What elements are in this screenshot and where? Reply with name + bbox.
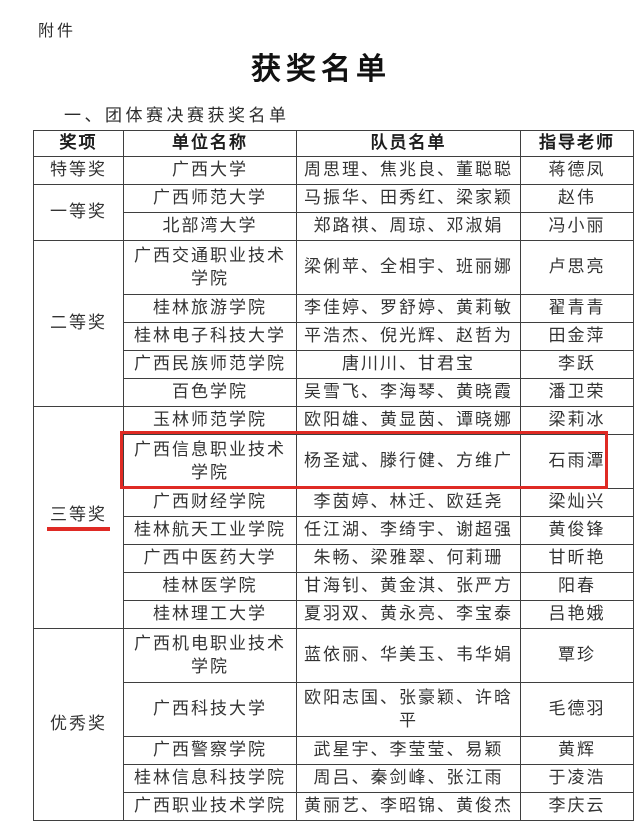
members-cell: 李茵婷、林迁、欧廷尧 xyxy=(296,488,521,517)
members-cell: 马振华、田秀红、梁家颖 xyxy=(296,184,521,213)
advisor-cell: 李跃 xyxy=(520,350,634,379)
advisor-cell: 石雨潭 xyxy=(520,434,634,489)
award-table: 奖项 单位名称 队员名单 指导老师 特等奖 广西大学 周思理、焦兆良、董聪聪 蒋德凤一… xyxy=(33,130,634,821)
table-row: 北部湾大学 郑路祺、周琼、邓淑娟 冯小丽 xyxy=(34,212,634,241)
org-cell: 桂林信息科技学院 xyxy=(123,764,297,793)
members-cell: 郑路祺、周琼、邓淑娟 xyxy=(296,212,521,241)
advisor-cell: 潘卫荣 xyxy=(520,378,634,407)
table-row: 桂林信息科技学院 周吕、秦剑峰、张江雨 于凌浩 xyxy=(34,764,634,793)
advisor-cell: 蒋德凤 xyxy=(520,156,634,185)
table-row: 广西中医药大学 朱畅、梁雅翠、何莉珊 甘昕艳 xyxy=(34,544,634,573)
org-cell: 桂林航天工业学院 xyxy=(123,516,297,545)
members-cell: 周吕、秦剑峰、张江雨 xyxy=(296,764,521,793)
members-cell: 武星宇、李莹莹、易颖 xyxy=(296,736,521,765)
advisor-cell: 黄辉 xyxy=(520,736,634,765)
advisor-cell: 甘昕艳 xyxy=(520,544,634,573)
advisor-cell: 于凌浩 xyxy=(520,764,634,793)
members-cell: 任江湖、李绮宇、谢超强 xyxy=(296,516,521,545)
members-cell: 夏羽双、黄永亮、李宝泰 xyxy=(296,600,521,629)
advisor-cell: 吕艳娥 xyxy=(520,600,634,629)
advisor-cell: 黄俊锋 xyxy=(520,516,634,545)
table-row: 优秀奖 广西机电职业技术学院 蓝依丽、华美玉、韦华娟 覃珍 xyxy=(33,628,634,821)
org-cell: 百色学院 xyxy=(123,378,297,407)
award-cell: 一等奖 xyxy=(33,184,124,241)
members-cell: 蓝依丽、华美玉、韦华娟 xyxy=(296,628,521,683)
table-row: 桂林旅游学院 李佳婷、罗舒婷、黄莉敏 翟青青 xyxy=(34,294,634,323)
table-row: 百色学院 吴雪飞、李海琴、黄晓霞 潘卫荣 xyxy=(34,378,634,407)
org-cell: 广西机电职业技术学院 xyxy=(123,628,297,683)
table-row: 广西科技大学 欧阳志国、张豪颖、许晗平 毛德羽 xyxy=(34,682,634,737)
column-header-advisor: 指导老师 xyxy=(520,130,634,157)
table-row: 广西职业技术学院 黄丽艺、李昭锦、黄俊杰 李庆云 xyxy=(34,792,634,821)
table-row: 桂林电子科技大学 平浩杰、倪光辉、赵哲为 田金萍 xyxy=(34,322,634,351)
org-cell: 广西财经学院 xyxy=(123,488,297,517)
column-header-org: 单位名称 xyxy=(123,130,297,157)
org-cell: 广西中医药大学 xyxy=(123,544,297,573)
award-cell: 二等奖 xyxy=(33,240,124,407)
members-cell: 李佳婷、罗舒婷、黄莉敏 xyxy=(296,294,521,323)
members-cell: 杨圣斌、滕行健、方维广 xyxy=(296,434,521,489)
org-cell: 玉林师范学院 xyxy=(123,406,297,435)
table-row: 广西警察学院 武星宇、李莹莹、易颖 黄辉 xyxy=(34,736,634,765)
advisor-cell: 毛德羽 xyxy=(520,682,634,737)
advisor-cell: 阳春 xyxy=(520,572,634,601)
page-title: 获奖名单 xyxy=(251,53,391,86)
members-cell: 唐川川、甘君宝 xyxy=(296,350,521,379)
table-row: 一等奖 广西师范大学 马振华、田秀红、梁家颖 赵伟 xyxy=(33,184,634,241)
advisor-cell: 赵伟 xyxy=(520,184,634,213)
table-row: 三等奖 玉林师范学院 欧阳雄、黄显茵、谭晓娜 梁莉冰 xyxy=(33,406,634,629)
org-cell: 广西警察学院 xyxy=(123,736,297,765)
org-cell: 广西科技大学 xyxy=(123,682,297,737)
award-cell: 优秀奖 xyxy=(33,628,124,821)
table-row: 二等奖 广西交通职业技术学院 梁俐苹、全相宇、班丽娜 卢思亮 xyxy=(33,240,634,407)
attachment-label: 附件 xyxy=(38,23,77,40)
members-cell: 平浩杰、倪光辉、赵哲为 xyxy=(296,322,521,351)
members-cell: 黄丽艺、李昭锦、黄俊杰 xyxy=(296,792,521,821)
award-label-underlined: 三等奖 xyxy=(47,504,110,532)
org-cell: 广西信息职业技术学院 xyxy=(123,434,297,489)
org-cell: 桂林旅游学院 xyxy=(123,294,297,323)
org-cell: 桂林理工大学 xyxy=(123,600,297,629)
table-header-row: 奖项 单位名称 队员名单 指导老师 xyxy=(33,130,634,157)
column-header-award: 奖项 xyxy=(33,130,124,157)
org-cell: 北部湾大学 xyxy=(123,212,297,241)
advisor-cell: 覃珍 xyxy=(520,628,634,683)
org-cell: 桂林医学院 xyxy=(123,572,297,601)
award-table-body: 特等奖 广西大学 周思理、焦兆良、董聪聪 蒋德凤 一等奖 广西师范大学 马振华、田秀红、梁家… xyxy=(33,156,634,821)
advisor-cell: 卢思亮 xyxy=(520,240,634,295)
table-row: 广西民族师范学院 唐川川、甘君宝 李跃 xyxy=(34,350,634,379)
members-cell: 甘海钊、黄金淇、张严方 xyxy=(296,572,521,601)
advisor-cell: 梁灿兴 xyxy=(520,488,634,517)
org-cell: 桂林电子科技大学 xyxy=(123,322,297,351)
table-row: 桂林理工大学 夏羽双、黄永亮、李宝泰 吕艳娥 xyxy=(34,600,634,629)
table-row: 桂林航天工业学院 任江湖、李绮宇、谢超强 黄俊锋 xyxy=(34,516,634,545)
org-cell: 广西交通职业技术学院 xyxy=(123,240,297,295)
org-cell: 广西职业技术学院 xyxy=(123,792,297,821)
org-cell: 广西师范大学 xyxy=(123,184,297,213)
column-header-members: 队员名单 xyxy=(296,130,521,157)
award-cell: 三等奖 xyxy=(33,406,124,629)
members-cell: 吴雪飞、李海琴、黄晓霞 xyxy=(296,378,521,407)
org-cell: 广西大学 xyxy=(123,156,297,185)
advisor-cell: 李庆云 xyxy=(520,792,634,821)
advisor-cell: 梁莉冰 xyxy=(520,406,634,435)
table-row: 特等奖 广西大学 周思理、焦兆良、董聪聪 蒋德凤 xyxy=(33,156,634,185)
advisor-cell: 翟青青 xyxy=(520,294,634,323)
advisor-cell: 田金萍 xyxy=(520,322,634,351)
members-cell: 欧阳志国、张豪颖、许晗平 xyxy=(296,682,521,737)
award-cell: 特等奖 xyxy=(33,156,124,185)
table-row: 广西财经学院 李茵婷、林迁、欧廷尧 梁灿兴 xyxy=(34,488,634,517)
org-cell: 广西民族师范学院 xyxy=(123,350,297,379)
members-cell: 梁俐苹、全相宇、班丽娜 xyxy=(296,240,521,295)
members-cell: 周思理、焦兆良、董聪聪 xyxy=(296,156,521,185)
advisor-cell: 冯小丽 xyxy=(520,212,634,241)
table-row: 桂林医学院 甘海钊、黄金淇、张严方 阳春 xyxy=(34,572,634,601)
section-heading: 一、团体赛决赛获奖名单 xyxy=(64,106,290,125)
members-cell: 朱畅、梁雅翠、何莉珊 xyxy=(296,544,521,573)
members-cell: 欧阳雄、黄显茵、谭晓娜 xyxy=(296,406,521,435)
table-row: 广西信息职业技术学院 杨圣斌、滕行健、方维广 石雨潭 xyxy=(34,434,634,489)
